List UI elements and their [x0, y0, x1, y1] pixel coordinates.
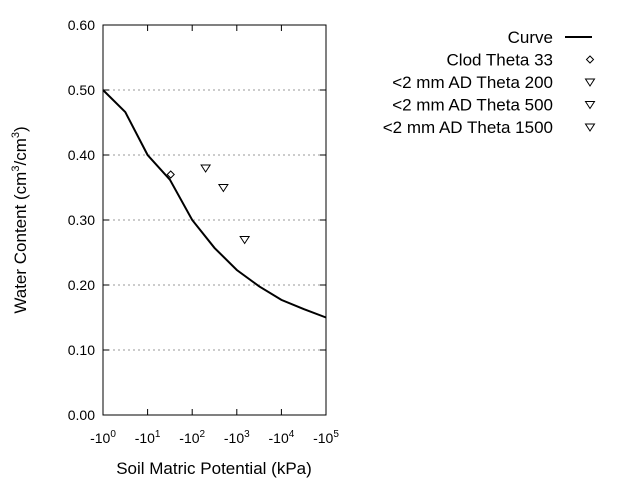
y-tick-label: 0.00	[68, 407, 95, 423]
triangle-marker	[239, 236, 251, 245]
y-tick-label: 0.20	[68, 277, 95, 293]
y-tick-label: 0.10	[68, 342, 95, 358]
y-axis-ticks: 0.00 0.10 0.20 0.30 0.40 0.50 0.60	[68, 17, 326, 423]
y-tick-label: 0.60	[68, 17, 95, 33]
legend-label: Clod Theta 33	[447, 51, 553, 70]
y-tick-label: 0.30	[68, 212, 95, 228]
x-axis-ticks: -100 -101 -102 -103 -104 -105	[90, 25, 339, 446]
legend-label: <2 mm AD Theta 200	[392, 73, 553, 92]
x-axis-label: Soil Matric Potential (kPa)	[116, 459, 312, 478]
y-tick-label: 0.40	[68, 147, 95, 163]
y-axis-label: Water Content (cm3/cm3)	[10, 126, 30, 313]
gridlines	[103, 89, 326, 351]
series-curve-line	[102, 89, 327, 319]
triangle-marker	[217, 184, 229, 193]
legend-triangle-swatch	[584, 101, 596, 110]
data-points	[166, 164, 251, 245]
x-tick-label: -104	[269, 429, 295, 446]
x-tick-label: -103	[224, 429, 250, 446]
x-tick-label: -100	[90, 429, 116, 446]
legend-triangle-swatch	[584, 123, 596, 132]
x-tick-label: -101	[135, 429, 161, 446]
legend: Curve Clod Theta 33 <2 mm AD Theta 200 <2 m…	[383, 28, 596, 137]
legend-diamond-swatch	[585, 55, 595, 64]
legend-label: <2 mm AD Theta 1500	[383, 118, 553, 137]
y-tick-label: 0.50	[68, 82, 95, 98]
legend-label: <2 mm AD Theta 500	[392, 96, 553, 115]
triangle-marker	[200, 164, 212, 173]
legend-triangle-swatch	[584, 78, 596, 87]
diamond-marker	[166, 170, 175, 179]
legend-label: Curve	[508, 28, 553, 47]
x-tick-label: -105	[313, 429, 339, 446]
x-tick-label: -102	[179, 429, 205, 446]
